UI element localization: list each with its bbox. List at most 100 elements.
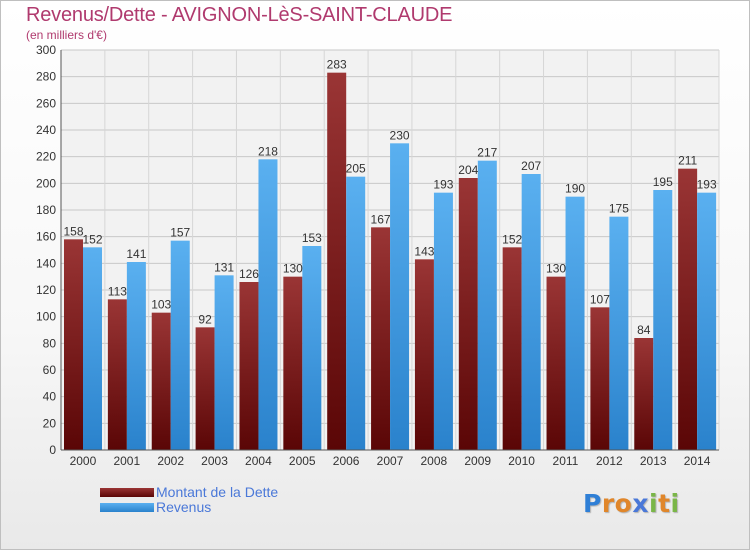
- bar-revenus: [258, 159, 278, 451]
- bar-dette: [64, 239, 83, 450]
- y-tick-label: 140: [36, 256, 56, 270]
- chart-subtitle: (en milliers d'€): [26, 28, 107, 42]
- data-label: 126: [239, 267, 259, 281]
- data-label: 130: [283, 262, 303, 276]
- bar-dette: [195, 327, 215, 450]
- bar-dette: [107, 299, 127, 450]
- legend-swatch-debt: [100, 488, 154, 497]
- logo-letter: t: [658, 489, 671, 518]
- y-tick-label: 280: [36, 70, 56, 84]
- bar-revenus: [653, 190, 673, 450]
- data-label: 84: [637, 323, 651, 337]
- bars: [64, 72, 717, 451]
- x-tick-label: 2003: [201, 454, 228, 468]
- y-tick-label: 220: [36, 150, 56, 164]
- bar-dette: [239, 282, 259, 450]
- data-label: 143: [414, 244, 434, 258]
- data-label: 193: [697, 178, 717, 192]
- y-tick-label: 260: [36, 96, 56, 110]
- logo-letter: i: [670, 489, 680, 518]
- bar-dette: [546, 276, 566, 450]
- data-label: 141: [126, 247, 146, 261]
- y-tick-label: 120: [36, 283, 56, 297]
- data-label: 218: [258, 144, 278, 158]
- bar-dette: [371, 227, 391, 450]
- data-label: 204: [458, 163, 478, 177]
- bar-dette: [458, 178, 478, 450]
- y-tick-label: 80: [43, 336, 57, 350]
- logo-letter: o: [614, 489, 633, 518]
- logo-letter: P: [583, 489, 602, 518]
- x-tick-label: 2002: [157, 454, 184, 468]
- data-label: 107: [590, 292, 610, 306]
- y-tick-label: 200: [36, 176, 56, 190]
- chart-title: Revenus/Dette - AVIGNON-LèS-SAINT-CLAUDE: [26, 4, 453, 26]
- y-tick-label: 40: [43, 390, 57, 404]
- axes: 0 20 40 60 80 100 120 140 160 180 200 220 240 260 280 3…: [36, 43, 719, 468]
- bar-revenus: [170, 240, 190, 450]
- x-tick-label: 2004: [245, 454, 272, 468]
- bar-dette: [283, 276, 303, 450]
- data-label: 217: [477, 146, 497, 160]
- y-tick-label: 240: [36, 123, 56, 137]
- data-label: 92: [198, 312, 212, 326]
- x-tick-label: 2000: [70, 454, 97, 468]
- data-label: 158: [63, 224, 83, 238]
- data-label: 230: [390, 128, 410, 142]
- y-tick-label: 300: [36, 43, 56, 57]
- x-tick-label: 2012: [596, 454, 623, 468]
- y-tick-label: 0: [49, 443, 56, 457]
- bar-revenus: [302, 246, 322, 450]
- bar-revenus: [521, 174, 541, 450]
- data-label: 211: [678, 154, 697, 168]
- x-tick-label: 2007: [377, 454, 404, 468]
- data-label: 195: [653, 175, 673, 189]
- logo-letter: x: [632, 489, 649, 518]
- bar-revenus: [433, 192, 453, 450]
- bar-dette: [634, 338, 654, 450]
- x-tick-label: 2008: [421, 454, 448, 468]
- y-tick-label: 160: [36, 230, 56, 244]
- bar-revenus: [697, 192, 717, 450]
- legend-label-revenus: Revenus: [156, 499, 212, 515]
- bar-revenus: [477, 160, 497, 450]
- data-label: 103: [151, 298, 171, 312]
- legend-swatch-revenus: [100, 503, 154, 512]
- data-label: 193: [433, 178, 453, 192]
- bar-revenus: [126, 262, 146, 450]
- bar-dette: [327, 72, 347, 451]
- data-label: 175: [609, 202, 629, 216]
- x-tick-label: 2005: [289, 454, 316, 468]
- x-tick-label: 2013: [640, 454, 667, 468]
- x-tick-label: 2011: [553, 454, 579, 468]
- data-label: 167: [371, 212, 391, 226]
- data-label: 190: [565, 182, 585, 196]
- proxiti-logo: Proxiti: [583, 489, 680, 518]
- bar-dette: [151, 312, 171, 450]
- bar-dette: [678, 168, 698, 450]
- logo-letter: i: [649, 489, 659, 518]
- y-tick-label: 60: [43, 363, 57, 377]
- data-label: 283: [327, 58, 347, 72]
- legend-item-revenus: Revenus: [100, 500, 278, 515]
- legend-label-debt: Montant de la Dette: [156, 484, 279, 500]
- data-label: 131: [214, 260, 234, 274]
- data-label: 207: [521, 159, 541, 173]
- bar-dette: [502, 247, 522, 450]
- bar-revenus: [83, 247, 102, 450]
- bar-revenus: [214, 275, 234, 450]
- x-tick-label: 2001: [113, 454, 140, 468]
- bar-revenus: [390, 143, 410, 451]
- bar-revenus: [346, 176, 366, 450]
- data-label: 152: [502, 232, 522, 246]
- bar-dette: [590, 307, 610, 450]
- x-tick-label: 2014: [684, 454, 711, 468]
- data-label: 130: [546, 262, 566, 276]
- data-label: 157: [170, 226, 190, 240]
- logo-letter: r: [601, 489, 615, 518]
- bar-revenus: [565, 196, 585, 450]
- data-label: 113: [108, 284, 127, 298]
- x-tick-label: 2006: [333, 454, 360, 468]
